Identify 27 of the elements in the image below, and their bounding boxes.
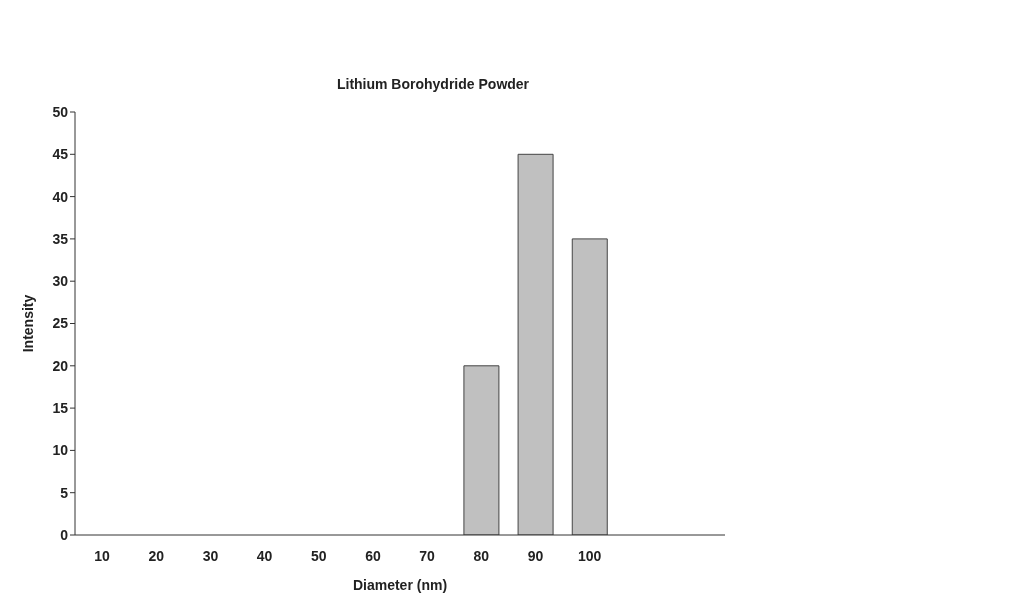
x-axis-title: Diameter (nm) bbox=[352, 577, 448, 593]
x-tick-label: 10 bbox=[94, 547, 111, 564]
x-tick-label: 90 bbox=[527, 547, 544, 564]
y-tick-label: 50 bbox=[52, 103, 69, 120]
chart-title: Lithium Borohydride Powder bbox=[335, 76, 531, 92]
y-tick-label: 0 bbox=[60, 526, 69, 543]
x-tick-label: 70 bbox=[419, 547, 436, 564]
x-tick-label: 100 bbox=[577, 547, 602, 564]
x-tick-label: 60 bbox=[365, 547, 381, 564]
x-tick-label: 40 bbox=[256, 547, 273, 564]
x-tick-label: 80 bbox=[473, 547, 490, 564]
y-axis-title: Intensity bbox=[19, 294, 36, 353]
y-tick-label: 5 bbox=[60, 484, 69, 501]
x-tick-label: 50 bbox=[310, 547, 327, 564]
y-tick-label: 10 bbox=[52, 442, 69, 459]
y-tick-label: 30 bbox=[52, 273, 69, 290]
bar bbox=[463, 365, 500, 535]
y-tick-label: 25 bbox=[52, 315, 69, 332]
y-tick-label: 15 bbox=[52, 400, 69, 417]
x-tick-label: 30 bbox=[202, 547, 219, 564]
x-tick-label: 20 bbox=[148, 547, 165, 564]
y-tick-label: 45 bbox=[52, 146, 69, 163]
bar bbox=[571, 238, 608, 535]
bar bbox=[517, 153, 554, 535]
y-tick-label: 35 bbox=[52, 230, 69, 247]
y-tick-label: 20 bbox=[52, 357, 69, 374]
y-tick-label: 40 bbox=[52, 188, 69, 205]
